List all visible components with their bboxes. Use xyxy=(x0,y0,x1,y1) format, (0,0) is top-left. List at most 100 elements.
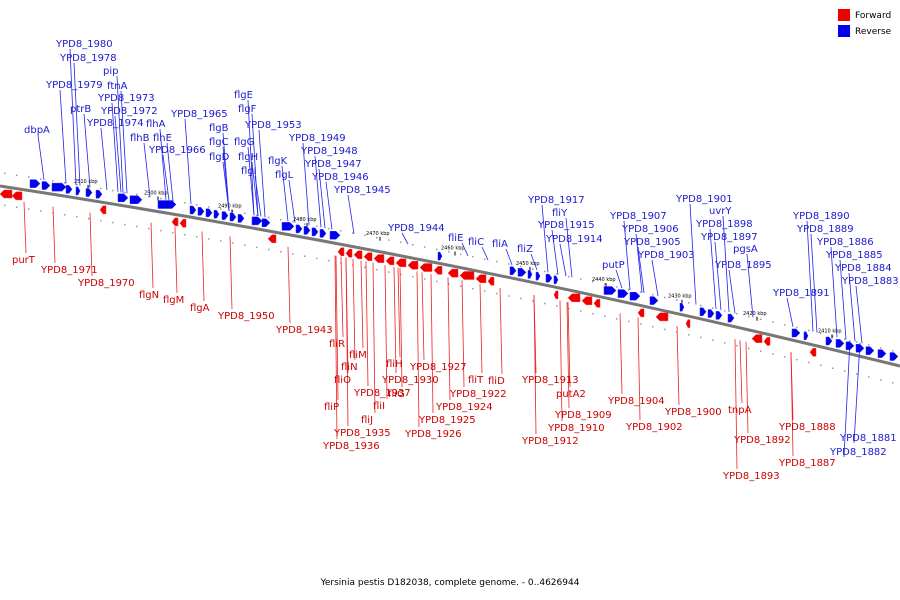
forward-gene-label: fliT xyxy=(468,375,484,386)
leader-line xyxy=(251,113,259,216)
forward-gene-label: YPD8_1888 xyxy=(778,422,836,433)
leader-line xyxy=(541,204,549,273)
leader-line xyxy=(739,340,743,404)
legend-label-forward: Forward xyxy=(855,11,891,21)
leader-line xyxy=(325,181,333,230)
forward-gene-arrow xyxy=(171,217,179,227)
reverse-gene-label: flgE xyxy=(234,90,253,101)
track-guide-dot xyxy=(868,344,870,346)
forward-gene-arrow xyxy=(459,271,475,280)
track-guide-dot xyxy=(268,216,270,219)
leader-line xyxy=(461,280,465,388)
leader-line xyxy=(830,246,838,338)
forward-gene-label: YPD8_1935 xyxy=(333,428,391,439)
reverse-gene-label: flgG xyxy=(234,137,254,148)
leader-line xyxy=(52,206,56,264)
leader-line xyxy=(114,115,122,193)
track-guide-dot xyxy=(304,255,306,257)
reverse-gene-arrow xyxy=(157,200,177,209)
track-guide-dot xyxy=(808,329,810,332)
reverse-gene-arrow xyxy=(221,211,229,220)
track-guide-dot xyxy=(868,376,870,378)
track-guide-dot xyxy=(700,336,702,339)
track-guide-dot xyxy=(484,258,486,260)
track-guide-dot xyxy=(844,338,846,340)
forward-gene-label: flgM xyxy=(163,295,184,306)
reverse-gene-arrow xyxy=(707,309,715,318)
track-guide-dot xyxy=(400,273,402,276)
track-guide-dot xyxy=(724,310,726,312)
reverse-gene-arrow xyxy=(261,218,271,227)
track-guide-dot xyxy=(160,197,162,200)
track-guide-dot xyxy=(796,358,798,361)
leader-line xyxy=(229,236,233,310)
leader-line xyxy=(559,243,567,277)
reverse-gene-arrow xyxy=(603,286,617,295)
track-guide-dot xyxy=(760,350,762,352)
leader-line xyxy=(150,222,154,289)
reverse-gene-label: YPD8_1948 xyxy=(300,146,358,157)
track-guide-dot xyxy=(844,370,846,372)
track-guide-dot xyxy=(832,367,834,369)
reverse-gene-arrow xyxy=(889,352,899,361)
track-guide-dot xyxy=(676,331,678,333)
track-guide-dot xyxy=(340,230,342,232)
forward-gene-label: YPD8_1893 xyxy=(722,471,780,482)
forward-gene-arrow xyxy=(363,252,373,261)
reverse-gene-arrow xyxy=(75,186,81,196)
leader-line xyxy=(567,302,571,388)
reverse-gene-label: YPD8_1915 xyxy=(537,220,595,231)
track-guide-dot xyxy=(592,280,594,283)
forward-gene-label: fliJ xyxy=(361,415,373,426)
leader-line xyxy=(709,228,717,310)
reverse-gene-arrow xyxy=(845,341,855,351)
track-guide-dot xyxy=(496,292,498,295)
forward-gene-label: tnpA xyxy=(728,405,752,416)
forward-gene-label: fliR xyxy=(329,339,345,350)
track-guide-dot xyxy=(376,268,378,271)
forward-gene-arrow xyxy=(475,274,487,283)
reverse-gene-label: YPD8_1881 xyxy=(839,433,897,444)
scale-tick-label: 2420 kbp xyxy=(743,311,767,317)
reverse-gene-arrow xyxy=(29,179,41,188)
reverse-gene-arrow xyxy=(65,185,73,194)
leader-line xyxy=(365,261,369,387)
reverse-gene-label: fliY xyxy=(552,208,568,219)
forward-gene-arrow xyxy=(685,319,691,328)
track-guide-dot xyxy=(16,174,18,176)
reverse-gene-label: flhE xyxy=(153,133,172,144)
track-guide-dot xyxy=(100,187,102,190)
leader-line xyxy=(397,267,401,358)
track-guide-dot xyxy=(160,229,162,232)
track-guide-dot xyxy=(124,191,126,194)
track-guide-dot xyxy=(436,280,438,283)
track-guide-dot xyxy=(388,271,390,273)
reverse-gene-arrow xyxy=(865,346,875,355)
track-guide-dot xyxy=(172,231,174,234)
reverse-gene-label: flhA xyxy=(146,119,166,130)
reverse-gene-arrow xyxy=(509,266,517,275)
track-guide-dot xyxy=(64,214,66,216)
track-guide-dot xyxy=(280,218,282,221)
track-guide-dot xyxy=(748,347,750,350)
track-guide-dot xyxy=(316,225,318,228)
leader-line xyxy=(340,256,344,338)
reverse-gene-arrow xyxy=(311,227,319,237)
leader-line xyxy=(318,168,326,229)
reverse-gene-label: YPD8_1897 xyxy=(700,232,758,243)
track-guide-dot xyxy=(508,263,510,265)
reverse-gene-label: flgH xyxy=(238,152,258,163)
forward-gene-label: YPD8_1912 xyxy=(521,436,579,447)
track-guide-dot xyxy=(148,195,150,198)
leader-line xyxy=(162,154,170,201)
track-guide-dot xyxy=(808,361,810,364)
track-guide-dot xyxy=(244,212,246,215)
leader-line xyxy=(615,269,623,289)
track-guide-dot xyxy=(328,227,330,230)
leader-line xyxy=(745,341,749,434)
track-guide-dot xyxy=(376,236,378,239)
track-guide-dot xyxy=(400,241,402,244)
track-guide-dot xyxy=(748,315,750,318)
reverse-gene-label: YPD8_1979 xyxy=(45,80,103,91)
